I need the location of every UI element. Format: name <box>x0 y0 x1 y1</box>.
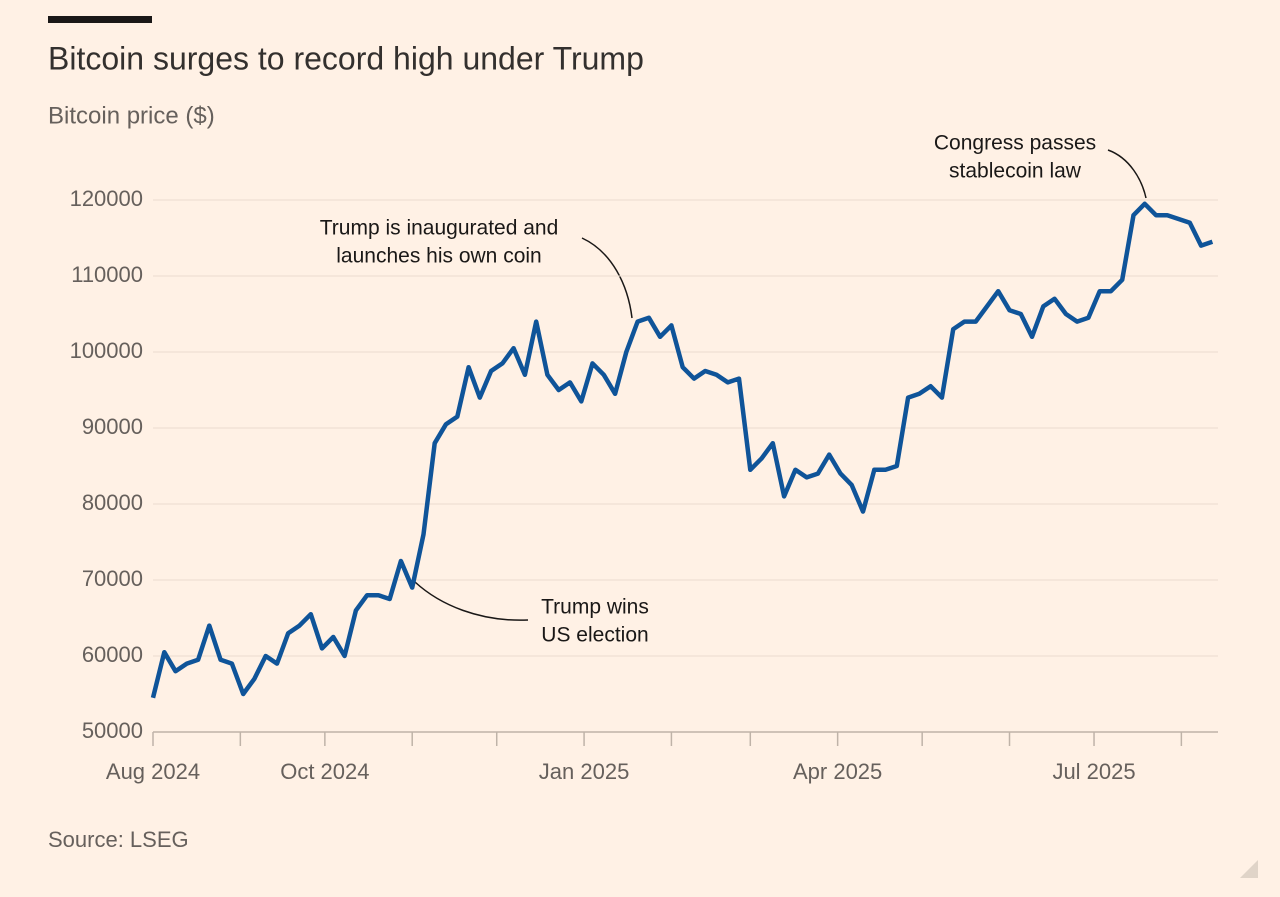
y-tick-label: 80000 <box>82 490 143 515</box>
source: Source: LSEG <box>48 827 189 852</box>
y-tick-label: 110000 <box>71 262 143 287</box>
resize-corner <box>1240 860 1258 878</box>
price-line <box>150 201 1214 699</box>
x-tick-label: Oct 2024 <box>280 759 369 784</box>
x-tick-label: Jan 2025 <box>539 759 630 784</box>
leader-line <box>581 237 633 319</box>
y-tick-label: 50000 <box>82 718 143 743</box>
annotation: Trump wins <box>541 596 649 619</box>
chart-subtitle: Bitcoin price ($) <box>48 102 215 129</box>
x-tick-label: Jul 2025 <box>1052 759 1135 784</box>
y-tick-label: 120000 <box>70 186 143 211</box>
chart-title: Bitcoin surges to record high under Trum… <box>48 40 644 76</box>
x-tick-label: Apr 2025 <box>793 759 882 784</box>
annotation: stablecoin law <box>949 160 1082 183</box>
y-tick-label: 100000 <box>70 338 143 363</box>
y-tick-label: 70000 <box>82 566 143 591</box>
annotation: US election <box>541 624 648 647</box>
annotation: Trump is inaugurated and <box>320 217 559 240</box>
annotation: launches his own coin <box>336 245 541 268</box>
leader-line <box>414 581 529 621</box>
top-bar <box>48 16 152 23</box>
y-tick-label: 90000 <box>82 414 143 439</box>
annotation: Congress passes <box>934 132 1096 155</box>
leader-line <box>1107 149 1147 199</box>
y-tick-label: 60000 <box>82 642 143 667</box>
x-tick-label: Aug 2024 <box>106 759 200 784</box>
